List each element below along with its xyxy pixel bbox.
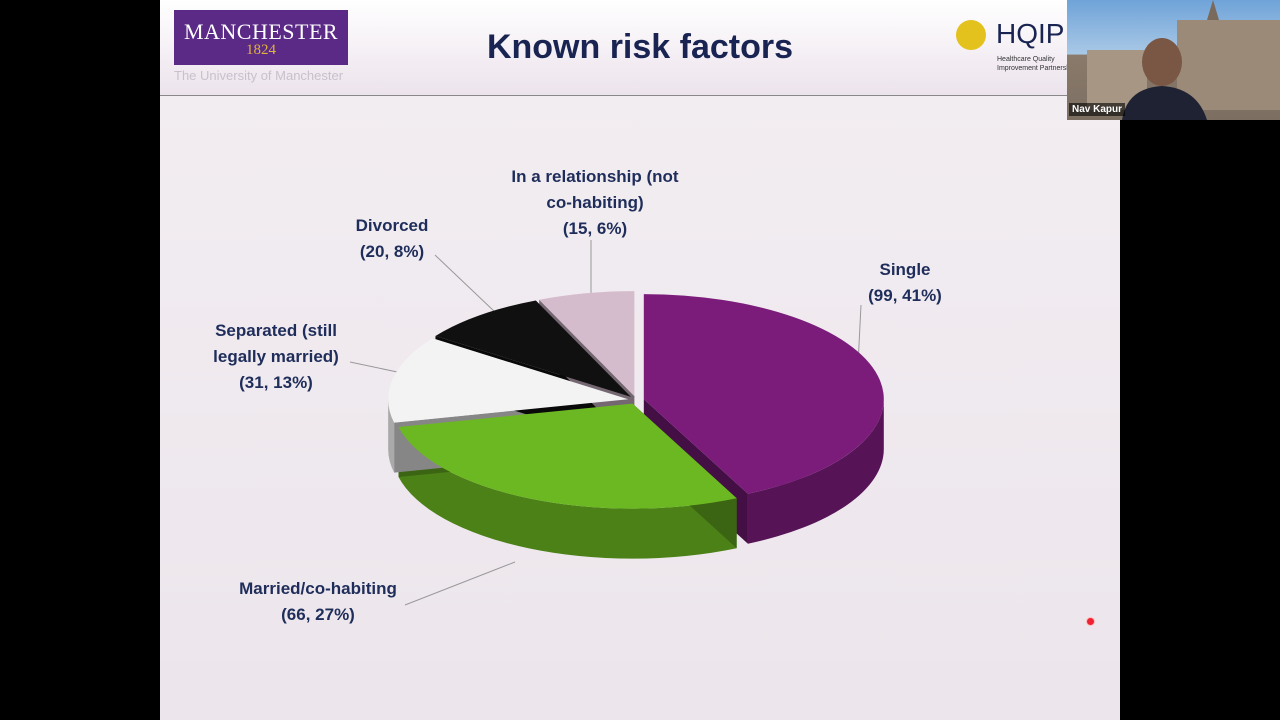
slice-tops [388, 291, 884, 509]
slice [539, 291, 635, 397]
slice-label: Single (99, 41%) [845, 257, 965, 309]
slice-name: Single [879, 260, 931, 279]
person-body [1122, 86, 1207, 120]
leader-line [349, 361, 403, 374]
slice-value: (15, 6%) [562, 219, 628, 238]
pointer [1086, 617, 1095, 626]
slice [398, 403, 737, 509]
leader-line [404, 561, 516, 606]
slice [388, 338, 629, 423]
slice-value: (66, 27%) [281, 605, 355, 624]
partner-name: HQIP [996, 18, 1065, 49]
logo-name: MANCHESTER [183, 19, 339, 44]
partner-line: Healthcare Quality [997, 56, 1055, 63]
webcam-thumbnail[interactable]: Nav Kapur [1067, 0, 1280, 120]
logo-year: 1824 [246, 42, 276, 58]
slice-side [398, 426, 737, 559]
slice-name: Married/co-habiting [239, 579, 397, 598]
slice-value: (99, 41%) [868, 286, 942, 305]
slice-value: (20, 8%) [359, 242, 425, 261]
slice-label: Divorced (20, 8%) [332, 213, 452, 265]
slice [435, 300, 631, 397]
slice-value: (31, 13%) [239, 373, 313, 392]
pie-chart [349, 240, 884, 606]
slice-name: Divorced [355, 216, 429, 235]
slice-side [747, 399, 884, 544]
partner-line: Improvement Partnership [997, 65, 1076, 72]
slice-label: Married/co-habiting (66, 27%) [208, 576, 428, 628]
partner-emblem [956, 20, 986, 50]
chart-title: Known risk factors [486, 28, 794, 66]
webcam-scene [1087, 0, 1280, 120]
slice-label: Separated (still legally married) (31, 13… [191, 318, 361, 396]
slide: MANCHESTER 1824 The University of Manche… [160, 0, 1120, 720]
slice-name: Separated (still legally married) [213, 321, 339, 366]
slice-label: In a relationship (not co-habiting) (15, … [505, 164, 685, 242]
slide-header: MANCHESTER 1824 The University of Manche… [160, 0, 1120, 96]
leader-line [434, 254, 497, 314]
slice [643, 294, 884, 494]
slice-side [388, 399, 395, 473]
building [1177, 20, 1280, 110]
logo-subtitle: The University of Manchester [174, 68, 344, 83]
participant-name: Nav Kapur [1069, 103, 1126, 116]
person-head [1142, 38, 1182, 86]
slice-name: In a relationship (not co-habiting) [511, 167, 679, 212]
spire [1207, 0, 1219, 20]
university-logo: MANCHESTER 1824 [174, 10, 348, 65]
